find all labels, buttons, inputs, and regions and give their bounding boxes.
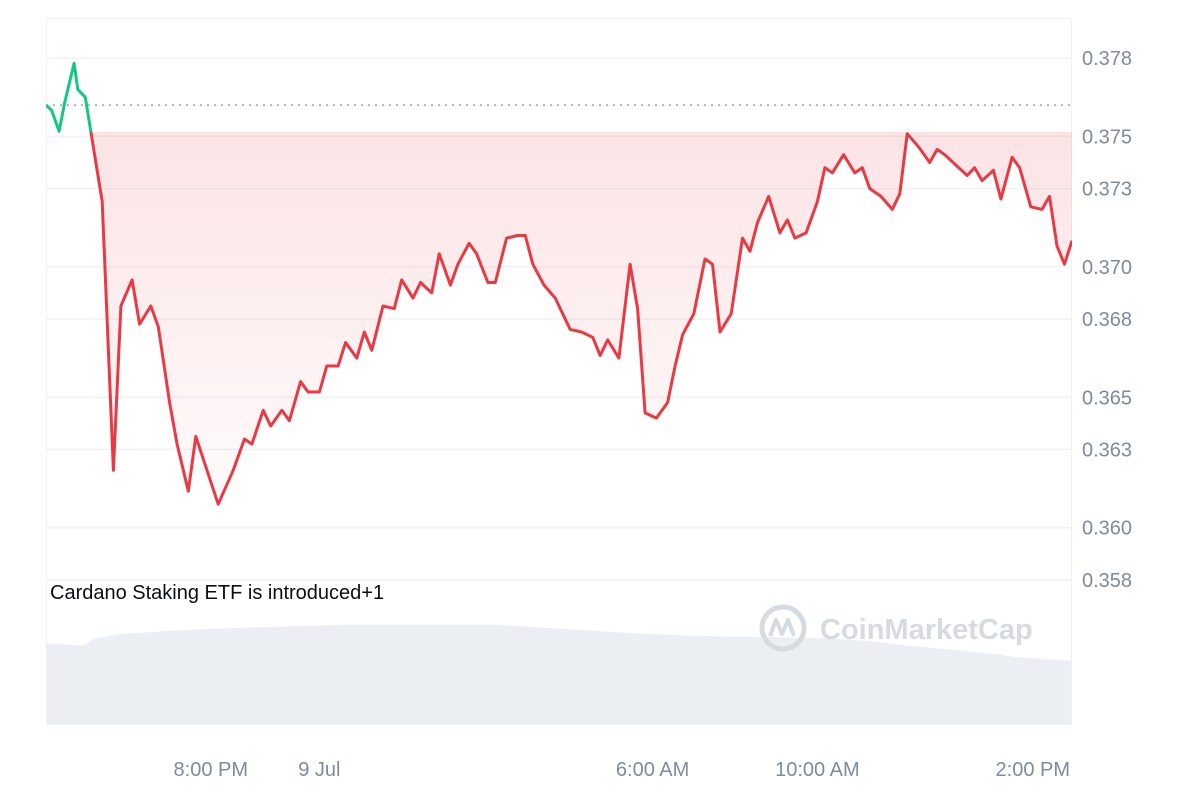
y-tick-label: 0.358 bbox=[1082, 570, 1132, 592]
y-axis-labels: 0.358 0.360 0.363 0.365 0.368 0.370 0.373 0.375… bbox=[1082, 48, 1132, 592]
y-tick-label: 0.378 bbox=[1082, 48, 1132, 70]
x-tick-label: 10:00 AM bbox=[775, 759, 860, 781]
volume-area bbox=[46, 624, 1072, 725]
y-tick-label: 0.375 bbox=[1082, 126, 1132, 148]
x-tick-label: 6:00 AM bbox=[616, 759, 689, 781]
y-tick-label: 0.373 bbox=[1082, 179, 1132, 201]
chart-annotation: Cardano Staking ETF is introduced+1 bbox=[50, 582, 385, 604]
y-tick-label: 0.370 bbox=[1082, 257, 1132, 279]
price-line-below-reference bbox=[57, 132, 1072, 506]
price-area bbox=[90, 132, 1072, 505]
coinmarketcap-logo-wave-icon bbox=[768, 618, 796, 637]
y-tick-label: 0.365 bbox=[1082, 387, 1132, 409]
price-line bbox=[46, 61, 1072, 506]
x-tick-label: 2:00 PM bbox=[996, 759, 1070, 781]
watermark-text: CoinMarketCap bbox=[820, 614, 1033, 646]
y-tick-label: 0.368 bbox=[1082, 309, 1132, 331]
x-tick-label: 8:00 PM bbox=[174, 759, 248, 781]
x-tick-label: 9 Jul bbox=[298, 759, 340, 781]
volume-bars bbox=[46, 624, 1072, 725]
x-axis-labels: 8:00 PM 9 Jul 6:00 AM 10:00 AM 2:00 PM bbox=[174, 759, 1070, 781]
price-area-fill bbox=[90, 132, 1072, 505]
y-tick-label: 0.360 bbox=[1082, 518, 1132, 540]
y-tick-label: 0.363 bbox=[1082, 439, 1132, 461]
watermark: CoinMarketCap bbox=[759, 604, 1033, 652]
coinmarketcap-logo-icon bbox=[759, 604, 807, 652]
plot-frame bbox=[46, 18, 1072, 725]
